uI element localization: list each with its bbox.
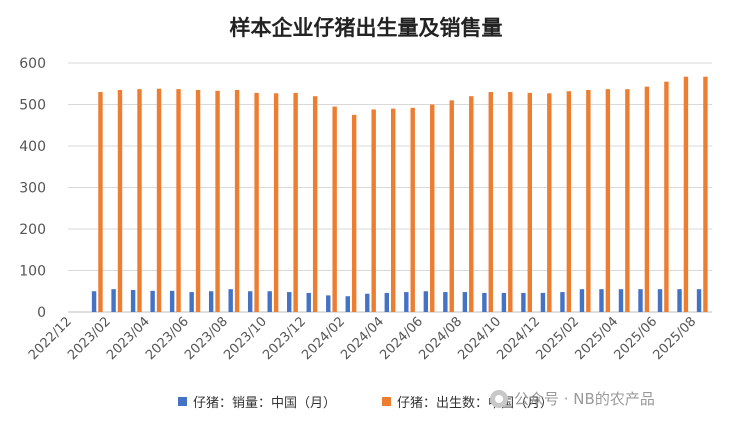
wechat-icon (490, 389, 508, 408)
y-tick-label: 600 (19, 56, 46, 72)
bar-sales (111, 289, 116, 312)
bar-sales (618, 289, 624, 312)
bar-sales (599, 289, 604, 312)
bar-births (508, 92, 513, 312)
y-tick-label: 500 (19, 98, 46, 114)
bar-births (254, 92, 259, 312)
bar-sales (287, 292, 292, 312)
bar-births (273, 93, 279, 312)
bar-sales (208, 291, 214, 312)
bar-births (449, 100, 454, 312)
bar-sales (482, 292, 487, 312)
bar-births (234, 89, 240, 312)
bar-births (293, 92, 298, 312)
bar-sales (501, 292, 507, 312)
watermark-text: 公众号 · NB的农产品 (514, 390, 655, 408)
bar-sales (345, 296, 350, 312)
bar-births (683, 76, 689, 312)
bar-sales (404, 292, 409, 312)
bar-births (176, 89, 181, 313)
bar-births (488, 92, 493, 312)
legend-label-births: 仔猪：出生数：中国（月） (397, 396, 554, 411)
bar-sales (657, 289, 663, 312)
bar-births (469, 96, 474, 312)
chart-title: 样本企业仔猪出生量及销售量 (229, 16, 503, 40)
legend-swatch-sales (178, 397, 187, 406)
y-tick-label: 0 (37, 305, 46, 321)
bar-sales (150, 290, 155, 312)
bar-sales (423, 291, 429, 312)
bar-births (215, 90, 220, 313)
bar-sales (247, 291, 253, 312)
bar-births (430, 104, 435, 312)
y-tick-label: 400 (19, 139, 46, 155)
bar-births (98, 92, 103, 312)
bar-sales (638, 289, 643, 312)
legend-item-sales: 仔猪：销量：中国（月） (178, 392, 336, 411)
y-tick-label: 200 (19, 222, 46, 238)
bar-births (527, 92, 533, 312)
bar-sales (540, 292, 546, 312)
bar-births (625, 89, 630, 313)
bar-sales (384, 292, 389, 312)
bar-births (644, 86, 650, 312)
bar-sales (306, 292, 311, 312)
bar-births (312, 96, 318, 312)
bar-births (351, 114, 357, 312)
bar-sales (267, 291, 272, 312)
y-tick-label: 100 (19, 264, 46, 280)
bar-sales (677, 289, 682, 312)
bar-sales (228, 289, 233, 312)
x-tick-label: 2025/08 (651, 314, 700, 363)
bar-births (703, 76, 708, 312)
bar-births (137, 89, 142, 313)
bar-sales (169, 290, 175, 312)
legend-swatch-births (382, 397, 391, 406)
bar-births (547, 93, 552, 312)
bar-births (332, 106, 337, 312)
bar-births (586, 89, 591, 312)
legend-item-births: 仔猪：出生数：中国（月） (382, 392, 553, 411)
bar-births (664, 81, 669, 312)
bar-sales (579, 289, 585, 312)
legend-label-sales: 仔猪：销量：中国（月） (193, 396, 337, 411)
bar-sales (365, 293, 370, 312)
bar-sales (443, 292, 448, 312)
watermark: 公众号 · NB的农产品 (490, 388, 655, 409)
bar-births (371, 109, 376, 312)
bar-births (566, 91, 572, 312)
bar-sales (560, 292, 565, 312)
bar-sales (91, 291, 97, 312)
bar-sales (462, 292, 468, 312)
bar-births (391, 108, 396, 313)
bar-births (605, 89, 611, 313)
y-tick-label: 300 (19, 181, 46, 197)
bar-births (117, 89, 123, 312)
legend: 仔猪：销量：中国（月） 仔猪：出生数：中国（月） (0, 392, 732, 414)
bar-sales (521, 292, 526, 312)
bar-births (410, 107, 415, 312)
bar-sales (326, 295, 331, 312)
bar-births (195, 89, 201, 312)
bar-sales (189, 292, 194, 312)
bar-sales (696, 289, 702, 312)
bar-births (156, 88, 162, 312)
bar-sales (130, 290, 136, 312)
